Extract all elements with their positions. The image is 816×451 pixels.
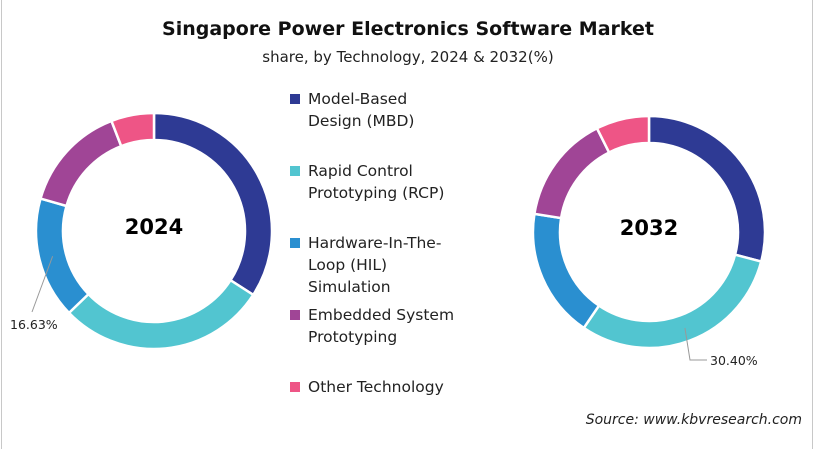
legend-item: Model-Based Design (MBD): [290, 88, 414, 132]
legend-item: Other Technology: [290, 376, 444, 398]
legend-label: Prototyping (RCP): [308, 184, 445, 202]
donut-slice-2032-3: [532, 126, 611, 220]
legend-item: Hardware-In-The- Loop (HIL) Simulation: [290, 232, 441, 298]
legend-label: Embedded System: [308, 306, 455, 324]
donut-center-year: 2024: [125, 215, 183, 239]
donut-slice-2024-0: [152, 111, 274, 297]
legend-swatch: [290, 238, 300, 248]
donut-slice-2024-4: [109, 111, 156, 148]
donut-slice-2024-3: [38, 119, 123, 208]
data-label: 30.40%: [710, 353, 758, 368]
donut-slice-2024-2: [34, 197, 91, 315]
legend-label: Hardware-In-The-: [308, 234, 442, 252]
legend-label: Model-Based: [308, 90, 408, 108]
legend-label: Other Technology: [308, 378, 444, 396]
legend-swatch: [290, 310, 300, 320]
legend-label: Prototyping: [308, 328, 398, 346]
data-label: 16.63%: [10, 317, 58, 332]
legend-item: Embedded System Prototyping: [290, 304, 454, 348]
legend-swatch: [290, 94, 300, 104]
legend-label: Design (MBD): [308, 112, 415, 130]
donut-slice-2024-1: [67, 278, 255, 351]
legend-label: Simulation: [308, 278, 391, 296]
donut-slice-2032-4: [595, 114, 651, 155]
source-note: Source: www.kbvresearch.com: [585, 412, 802, 428]
leader-line: [684, 327, 707, 361]
legend-item: Rapid Control Prototyping (RCP): [290, 160, 444, 204]
leader-line: [31, 256, 54, 313]
legend-swatch: [290, 382, 300, 392]
donut-slice-2032-2: [531, 212, 601, 330]
legend-swatch: [290, 166, 300, 176]
legend-label: Loop (HIL): [308, 256, 388, 274]
donut-slice-2032-1: [582, 253, 763, 350]
donut-center-year: 2032: [620, 216, 678, 240]
legend-label: Rapid Control: [308, 162, 413, 180]
chart-title: Singapore Power Electronics Software Mar…: [162, 18, 654, 40]
chart-subtitle: share, by Technology, 2024 & 2032(%): [262, 48, 554, 66]
